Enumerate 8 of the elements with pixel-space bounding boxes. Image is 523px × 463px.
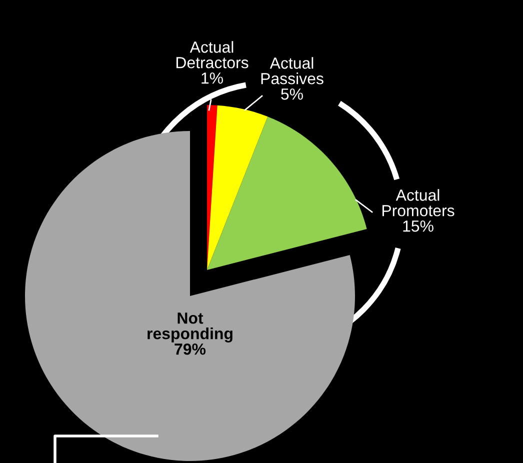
data-label: 5% [281,88,303,100]
slice-label: Actual Passives [261,57,324,84]
slice-label: Not responding [148,312,232,342]
data-label: 15% [403,220,434,232]
slice-label: Actual Promoters [382,189,454,216]
data-label: 79% [174,343,206,355]
data-label: 1% [202,72,223,84]
slice-label: Actual Detractors [176,41,248,68]
